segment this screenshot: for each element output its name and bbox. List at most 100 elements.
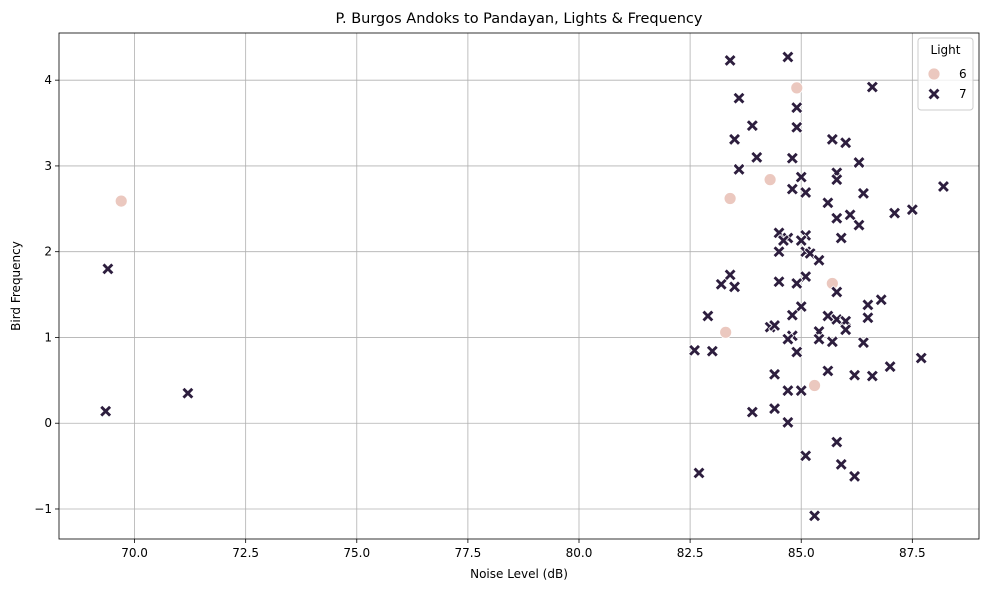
x-tick-label: 72.5	[232, 546, 259, 560]
data-point-light-7	[776, 233, 791, 248]
data-point-light-7	[99, 404, 113, 418]
x-axis-label: Noise Level (dB)	[470, 567, 568, 581]
data-point-light-7	[785, 151, 799, 165]
data-point-light-7	[847, 469, 862, 483]
data-point-light-7	[781, 50, 795, 64]
data-point-light-7	[745, 119, 759, 133]
data-point-light-7	[785, 308, 799, 322]
data-point-light-7	[732, 162, 746, 176]
data-point-light-7	[856, 186, 871, 200]
data-point-light-7	[830, 285, 844, 299]
legend-marker-x	[927, 87, 941, 101]
data-point-light-7	[807, 509, 822, 523]
legend-title: Light	[931, 43, 961, 57]
x-tick-label: 75.0	[343, 546, 370, 560]
data-point-light-7	[785, 182, 799, 196]
data-point-light-7	[883, 360, 897, 374]
data-point-light-7	[830, 211, 844, 225]
data-point-light-7	[705, 344, 719, 358]
data-point-light-7	[834, 457, 848, 471]
data-point-light-7	[887, 206, 902, 220]
data-point-light-7	[772, 245, 786, 259]
legend-entry-label: 6	[959, 67, 967, 81]
data-point-light-7	[794, 170, 808, 184]
data-point-light-7	[852, 218, 866, 232]
grid-lines	[59, 33, 979, 539]
y-tick-label: 2	[44, 245, 52, 259]
data-point-light-7	[727, 280, 742, 294]
x-tick-label: 77.5	[455, 546, 482, 560]
x-tick-label: 70.0	[121, 546, 148, 560]
data-point-light-7	[821, 196, 835, 210]
data-point-light-6	[763, 173, 777, 187]
data-point-light-7	[847, 368, 862, 382]
chart-title: P. Burgos Andoks to Pandayan, Lights & F…	[335, 11, 702, 27]
x-tick-label: 85.0	[788, 546, 815, 560]
data-point-light-7	[790, 120, 804, 134]
data-point-light-7	[812, 253, 826, 267]
data-point-light-6	[114, 194, 128, 208]
data-point-light-7	[727, 132, 742, 146]
data-point-light-7	[794, 384, 808, 398]
data-point-light-7	[101, 262, 115, 276]
data-point-light-7	[905, 203, 919, 217]
data-point-light-7	[839, 323, 853, 337]
data-point-light-7	[714, 277, 728, 291]
legend-entries: 67	[927, 67, 967, 101]
data-point-light-7	[790, 276, 804, 290]
data-point-light-7	[767, 402, 782, 416]
data-point-light-7	[861, 298, 875, 312]
legend-entry-label: 7	[959, 87, 967, 101]
data-point-light-7	[936, 179, 951, 194]
data-point-light-7	[790, 101, 804, 115]
data-point-light-7	[865, 369, 879, 383]
data-point-light-7	[874, 293, 888, 307]
data-point-light-6	[808, 379, 821, 392]
data-point-light-6	[723, 192, 737, 205]
data-point-light-7	[861, 311, 875, 325]
y-tick-label: 0	[44, 416, 52, 430]
legend-marker-circle	[927, 67, 941, 81]
data-point-light-7	[825, 132, 839, 146]
data-point-light-7	[781, 384, 795, 398]
y-tick-label: 1	[44, 330, 52, 344]
y-axis-ticks: −1 0 1 2 3 4	[34, 73, 59, 516]
data-point-light-7	[723, 53, 737, 68]
data-point-light-7	[781, 415, 795, 429]
data-point-light-7	[732, 91, 746, 105]
y-axis-label: Bird Frequency	[9, 241, 23, 331]
data-points	[99, 50, 951, 523]
data-point-light-7	[821, 364, 835, 378]
data-point-light-7	[794, 233, 808, 248]
data-point-light-7	[701, 309, 715, 323]
data-point-light-7	[692, 466, 706, 480]
data-point-light-7	[856, 336, 871, 350]
data-point-light-7	[843, 208, 857, 222]
x-tick-label: 87.5	[899, 546, 926, 560]
data-point-light-7	[839, 136, 853, 150]
x-axis-ticks: 70.0 72.5 75.0 77.5 80.0 82.5 85.0 87.5	[121, 539, 926, 560]
data-point-light-7	[745, 405, 759, 419]
plot-area-frame	[58, 32, 980, 540]
data-point-light-7	[914, 351, 928, 365]
data-point-light-7	[799, 449, 813, 463]
data-point-light-7	[834, 231, 848, 245]
data-point-light-7	[825, 335, 839, 349]
legend: Light 67	[917, 37, 974, 111]
data-point-light-7	[772, 275, 786, 289]
data-point-light-7	[799, 185, 813, 200]
data-point-light-7	[767, 318, 782, 333]
data-point-light-6	[719, 325, 733, 339]
data-point-light-7	[790, 345, 804, 359]
data-point-light-7	[181, 386, 195, 400]
data-point-light-7	[830, 435, 844, 449]
data-point-light-7	[781, 332, 795, 346]
data-point-light-7	[812, 332, 826, 346]
data-point-light-7	[687, 343, 702, 357]
data-point-light-7	[852, 155, 866, 170]
x-tick-label: 82.5	[677, 546, 704, 560]
y-tick-label: 3	[44, 159, 52, 173]
x-tick-label: 80.0	[566, 546, 593, 560]
